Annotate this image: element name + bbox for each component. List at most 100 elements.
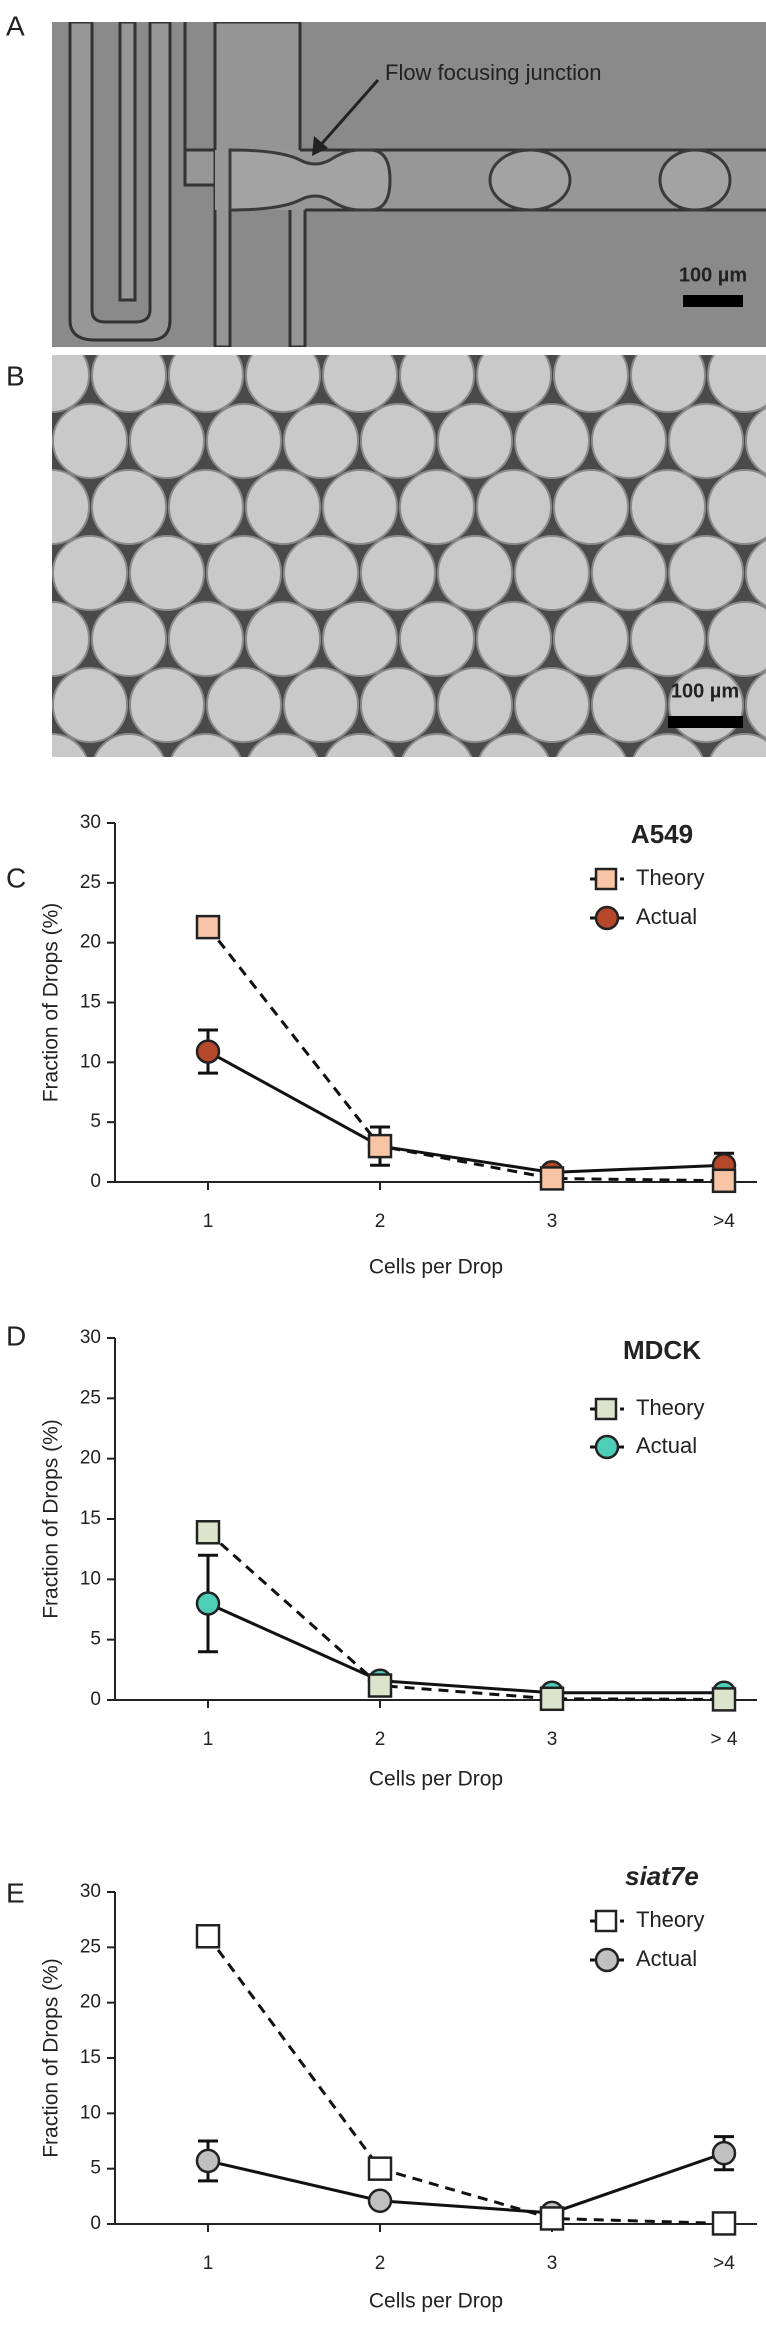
droplet [668,667,744,743]
series-line [206,1935,725,2225]
legend-label: Actual [636,1946,697,1971]
droplet [206,667,282,743]
droplet [245,355,321,413]
y-axis-label: Fraction of Drops (%) [40,903,63,1103]
droplet [245,601,321,677]
droplet [129,667,205,743]
droplet [437,535,513,611]
droplet [129,403,205,479]
panel-label: E [6,1877,25,1908]
y-tick-label: 25 [80,1936,101,1957]
x-tick-label: 2 [375,1729,386,1750]
droplet [52,403,128,479]
y-tick-label: 20 [80,1992,101,2013]
legend-label: Theory [636,1395,704,1420]
legend-marker [594,1909,618,1933]
droplet [0,668,50,742]
marker [711,2140,737,2166]
droplet [437,403,513,479]
droplet [745,539,766,607]
y-tick-label: 0 [90,1171,101,1192]
y-tick-label: 5 [90,1111,101,1132]
panel-label: C [6,862,26,893]
marker [711,1687,737,1712]
x-tick-label: > 4 [711,1729,738,1750]
droplet [52,355,90,413]
marker [195,1591,221,1616]
legend-label: Actual [636,1433,697,1458]
panel-label: D [6,1320,26,1351]
y-tick-label: 25 [80,872,101,893]
droplet [591,535,667,611]
droplet [478,733,550,757]
droplet [668,535,744,611]
x-tick-label: >4 [713,1211,735,1232]
droplet [324,733,396,757]
marker [367,1133,393,1159]
x-tick-label: 1 [203,1729,214,1750]
droplet [399,355,475,413]
y-tick-label: 15 [80,992,101,1013]
droplet [630,469,706,545]
y-tick-label: 20 [80,932,101,953]
series-line [207,1602,724,1695]
droplet [514,403,590,479]
droplet [553,601,629,677]
x-tick-label: >4 [713,2253,735,2274]
legend-marker [594,905,620,931]
marker [195,1520,221,1545]
droplet [283,535,359,611]
droplet [91,469,167,545]
droplet [0,602,12,676]
marker [195,1924,221,1949]
legend-label: Theory [636,1907,704,1932]
droplet [91,355,167,413]
legend-marker [594,1947,620,1973]
x-tick-label: 3 [547,1729,558,1750]
droplet [514,667,590,743]
droplet [668,403,744,479]
y-tick-label: 10 [80,1568,101,1589]
droplet [360,403,436,479]
droplet [476,469,552,545]
y-tick-label: 30 [80,812,101,833]
marker [539,1166,565,1191]
droplet [247,733,319,757]
x-tick-label: 1 [203,2253,214,2274]
marker [195,2148,221,2174]
y-tick-label: 20 [80,1448,101,1469]
droplet [283,403,359,479]
legend-label: Theory [636,865,704,890]
legend-marker [594,1397,618,1421]
y-tick-label: 15 [80,2047,101,2068]
x-axis-label: Cells per Drop [369,1768,503,1791]
droplet [707,355,766,413]
droplet [707,601,766,677]
droplet [707,469,766,545]
marker [367,1673,393,1698]
droplet [745,671,766,739]
droplet [632,733,704,757]
droplet [170,733,242,757]
series-line [207,2151,725,2215]
y-axis-label: Fraction of Drops (%) [40,1958,63,2158]
droplet [591,403,667,479]
marker [539,2206,565,2231]
x-tick-label: 2 [375,2253,386,2274]
series-line [207,1531,725,1701]
legend-title: MDCK [623,1335,701,1365]
droplet [91,601,167,677]
droplet [93,733,165,757]
droplet [476,355,552,413]
droplet [52,535,128,611]
droplet [555,733,627,757]
marker [711,1168,737,1194]
droplet [206,535,282,611]
y-tick-label: 5 [90,1629,101,1650]
droplet [52,667,128,743]
droplet [245,469,321,545]
legend-marker [594,1434,620,1460]
y-tick-label: 0 [90,1689,101,1710]
droplet [52,733,88,757]
